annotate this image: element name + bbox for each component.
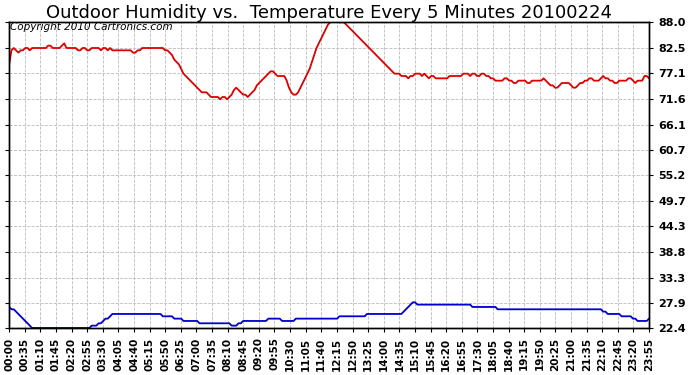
Title: Outdoor Humidity vs.  Temperature Every 5 Minutes 20100224: Outdoor Humidity vs. Temperature Every 5… (46, 4, 612, 22)
Text: Copyright 2010 Cartronics.com: Copyright 2010 Cartronics.com (10, 22, 172, 32)
